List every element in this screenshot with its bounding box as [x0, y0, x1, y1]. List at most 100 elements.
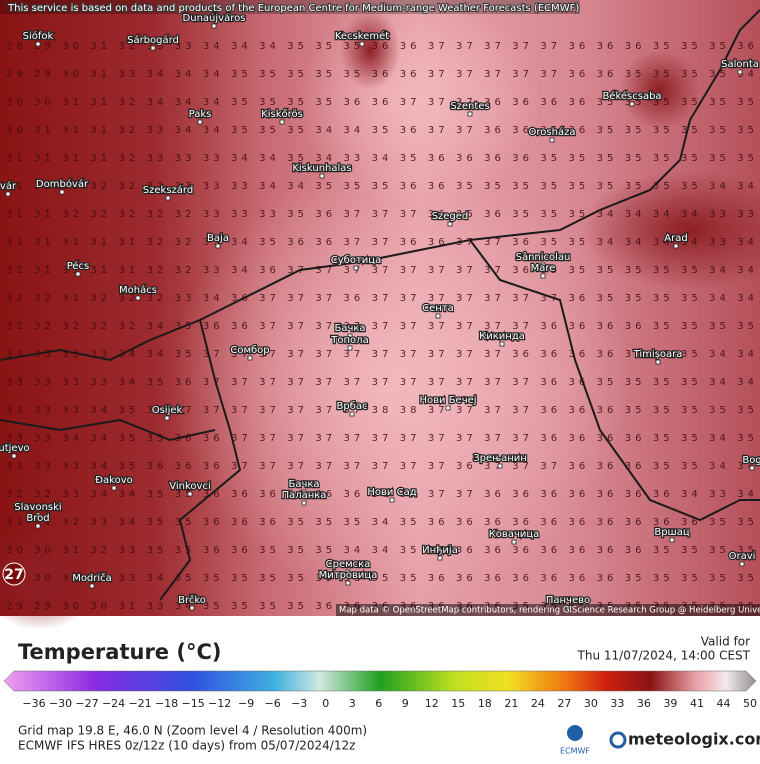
brand[interactable]: meteologix.com — [628, 730, 760, 749]
city-dot — [347, 345, 353, 351]
scale-label: 3 — [349, 697, 356, 710]
city-label: utjevo — [0, 443, 30, 454]
city-dot — [737, 69, 743, 75]
city-label: Szentes — [450, 101, 489, 112]
ecmwf-logo — [567, 725, 583, 741]
city-dot — [445, 405, 451, 411]
city-label: Szeged — [432, 211, 469, 222]
color-scale — [3, 670, 757, 692]
city-dot — [347, 333, 353, 339]
city-dot — [35, 512, 41, 518]
city-dot — [353, 265, 359, 271]
city-label: Bog — [742, 455, 760, 466]
city-label: Mohács — [119, 284, 157, 296]
scale-label: 21 — [504, 697, 518, 710]
scale-label: 0 — [322, 697, 329, 710]
city-label: Timișoara — [633, 349, 683, 360]
city-label: Вршац — [654, 527, 689, 538]
scale-label: 6 — [375, 697, 382, 710]
scale-label: 39 — [663, 697, 677, 710]
borders — [0, 9, 760, 601]
city-label: Békéscsaba — [602, 90, 661, 102]
city-label: Salonta — [721, 59, 759, 70]
scale-label: 27 — [557, 697, 571, 710]
city-label: Siófok — [23, 30, 54, 42]
city-dot — [135, 295, 141, 301]
city-label: Sárbogárd — [127, 34, 179, 46]
scale-label: 15 — [451, 697, 465, 710]
city-dot — [89, 583, 95, 589]
scale-label: −36 — [22, 697, 45, 710]
city-dot — [35, 41, 41, 47]
city-dot — [211, 23, 217, 29]
value-marker: 27 — [4, 567, 23, 583]
city-dot — [389, 497, 395, 503]
city-label: Brod — [26, 513, 49, 524]
city-label: Brčko — [178, 594, 206, 606]
ecmwf-label: ECMWF — [560, 747, 590, 756]
city-dot — [447, 221, 453, 227]
city-dot — [359, 41, 365, 47]
city-dot — [197, 119, 203, 125]
city-label: Паланка — [282, 490, 327, 501]
city-label: Dunaújváros — [183, 12, 246, 24]
scale-label: −12 — [208, 697, 231, 710]
city-label: vár — [0, 180, 17, 192]
city-dot — [301, 500, 307, 506]
city-dot — [345, 580, 351, 586]
city-dot — [673, 243, 679, 249]
scale-label: −30 — [49, 697, 72, 710]
city-dot — [499, 341, 505, 347]
city-label: Szekszárd — [143, 184, 193, 196]
city-dot — [215, 243, 221, 249]
city-dot — [435, 313, 441, 319]
city-label: Ковачица — [489, 529, 540, 540]
city-label: Нови Бечеј — [419, 394, 476, 406]
city-label: Osijek — [152, 405, 183, 416]
scale-label: 44 — [716, 697, 730, 710]
city-label: Кикинда — [479, 331, 525, 342]
scale-label: 9 — [402, 697, 409, 710]
valid-label: Valid for — [701, 635, 750, 649]
meteologix-logo — [609, 731, 627, 749]
city-label: Kiskunhalas — [292, 163, 351, 174]
city-label: Сента — [422, 303, 454, 314]
city-dot — [540, 262, 546, 268]
city-dot — [35, 523, 41, 529]
city-label: Панчево — [546, 595, 590, 606]
city-label: Топола — [330, 335, 368, 346]
city-dot — [749, 465, 755, 471]
city-dot — [629, 101, 635, 107]
city-label: Arad — [664, 233, 687, 244]
scale-label: −6 — [265, 697, 281, 710]
city-label: Зрењанин — [473, 453, 527, 464]
valid-time: Thu 11/07/2024, 14:00 CEST — [577, 649, 751, 663]
scale-label: −21 — [128, 697, 151, 710]
city-label: Сомбор — [230, 345, 269, 356]
city-label: Đakovo — [95, 475, 132, 486]
city-label: Бачка — [334, 323, 365, 334]
city-dot — [111, 485, 117, 491]
scale-label: −15 — [182, 697, 205, 710]
city-dot — [11, 453, 17, 459]
city-dot — [59, 189, 65, 195]
city-dot — [467, 111, 473, 117]
scale-label: 36 — [637, 697, 651, 710]
scale-label: −3 — [291, 697, 307, 710]
city-label: Kiskőrös — [261, 108, 303, 120]
notice: This service is based on data and produc… — [7, 3, 579, 14]
city-label: Sânnicolau — [516, 251, 571, 263]
city-dot — [349, 411, 355, 417]
city-dot — [247, 355, 253, 361]
city-dot — [164, 415, 170, 421]
city-label: Нови Сад — [367, 487, 416, 498]
city-dot — [437, 555, 443, 561]
city-label: Pécs — [67, 260, 90, 272]
city-dot — [345, 569, 351, 575]
scale-label: −18 — [155, 697, 178, 710]
footer-line: ECMWF IFS HRES 0z/12z (10 days) from 05/… — [18, 739, 355, 753]
city-dot — [511, 539, 517, 545]
footer-line: Grid map 19.8 E, 46.0 N (Zoom level 4 / … — [18, 724, 367, 738]
city-dot — [279, 119, 285, 125]
scale-label: 50 — [743, 697, 757, 710]
